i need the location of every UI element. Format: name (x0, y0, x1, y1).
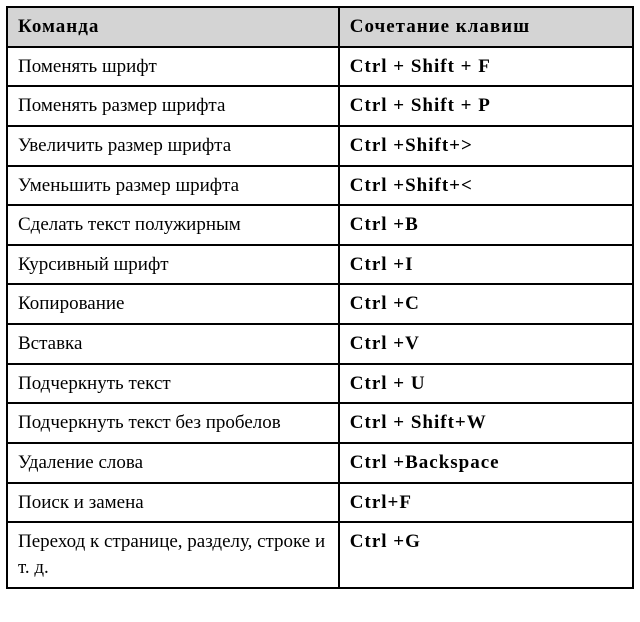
cell-command: Поменять размер шрифта (7, 86, 339, 126)
cell-shortcut: Ctrl + Shift + P (339, 86, 633, 126)
cell-command: Курсивный шрифт (7, 245, 339, 285)
table-row: Курсивный шрифт Ctrl +I (7, 245, 633, 285)
cell-command: Подчеркнуть текст (7, 364, 339, 404)
cell-shortcut: Ctrl +B (339, 205, 633, 245)
cell-shortcut: Ctrl +C (339, 284, 633, 324)
cell-command: Поиск и замена (7, 483, 339, 523)
cell-shortcut: Ctrl + Shift + F (339, 47, 633, 87)
cell-shortcut: Ctrl + U (339, 364, 633, 404)
table-row: Подчеркнуть текст Ctrl + U (7, 364, 633, 404)
cell-shortcut: Ctrl +G (339, 522, 633, 587)
cell-shortcut: Ctrl +Backspace (339, 443, 633, 483)
cell-command: Сделать текст полужирным (7, 205, 339, 245)
cell-shortcut: Ctrl +I (339, 245, 633, 285)
cell-command: Удаление слова (7, 443, 339, 483)
table-row: Подчеркнуть текст без про­белов Ctrl + S… (7, 403, 633, 443)
cell-command: Переход к странице, разделу, строке и т.… (7, 522, 339, 587)
table-row: Удаление слова Ctrl +Backspace (7, 443, 633, 483)
shortcut-table-container: Команда Сочетание клавиш Поменять шрифт … (0, 0, 640, 595)
table-row: Поменять шрифт Ctrl + Shift + F (7, 47, 633, 87)
cell-command: Увеличить размер шрифта (7, 126, 339, 166)
table-header-row: Команда Сочетание клавиш (7, 7, 633, 47)
table-row: Увеличить размер шрифта Ctrl +Shift+> (7, 126, 633, 166)
cell-shortcut: Ctrl + Shift+W (339, 403, 633, 443)
table-row: Сделать текст полужирным Ctrl +B (7, 205, 633, 245)
table-row: Поиск и замена Ctrl+F (7, 483, 633, 523)
shortcut-table: Команда Сочетание клавиш Поменять шрифт … (6, 6, 634, 589)
cell-command: Подчеркнуть текст без про­белов (7, 403, 339, 443)
cell-command: Вставка (7, 324, 339, 364)
cell-shortcut: Ctrl +Shift+< (339, 166, 633, 206)
cell-shortcut: Ctrl +V (339, 324, 633, 364)
table-row: Вставка Ctrl +V (7, 324, 633, 364)
table-row: Переход к странице, разделу, строке и т.… (7, 522, 633, 587)
col-header-command: Команда (7, 7, 339, 47)
cell-command: Поменять шрифт (7, 47, 339, 87)
cell-command: Уменьшить размер шрифта (7, 166, 339, 206)
cell-command: Копирование (7, 284, 339, 324)
cell-shortcut: Ctrl+F (339, 483, 633, 523)
cell-shortcut: Ctrl +Shift+> (339, 126, 633, 166)
table-row: Поменять размер шрифта Ctrl + Shift + P (7, 86, 633, 126)
table-row: Уменьшить размер шрифта Ctrl +Shift+< (7, 166, 633, 206)
col-header-shortcut: Сочетание клавиш (339, 7, 633, 47)
table-row: Копирование Ctrl +C (7, 284, 633, 324)
